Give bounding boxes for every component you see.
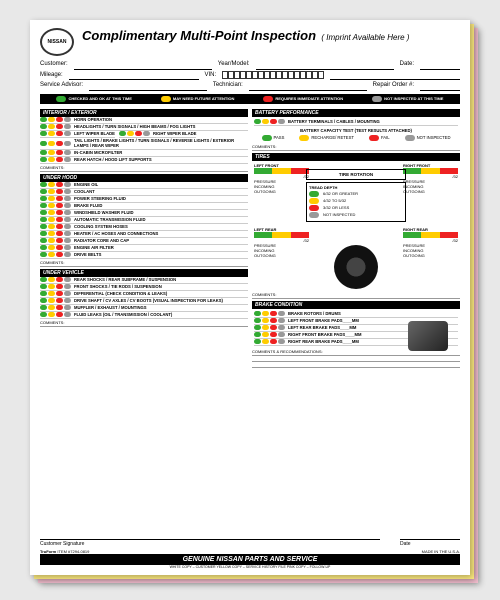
- legend-grey: NOT INSPECTED AT THIS TIME: [384, 96, 443, 101]
- inspection-item[interactable]: REAR SHOCKS / REAR SUBFRAME / SUSPENSION: [40, 277, 248, 284]
- interior-comments[interactable]: COMMENTS:: [40, 164, 248, 172]
- legend-green: CHECKED AND OK AT THIS TIME: [68, 96, 131, 101]
- inspection-item[interactable]: ENGINE AIR FILTER: [40, 245, 248, 252]
- batt-fail[interactable]: FAIL: [381, 135, 390, 140]
- right-column: BATTERY PERFORMANCE BATTERY TERMINALS / …: [252, 107, 460, 368]
- tire-center: TIRE ROTATION TREAD DEPTH 6/32 OR GREATE…: [306, 169, 406, 222]
- inspection-item[interactable]: COOLANT: [40, 189, 248, 196]
- mileage-input[interactable]: [69, 71, 199, 81]
- inspection-item[interactable]: HEATER / AC HOSES AND CONNECTIONS: [40, 231, 248, 238]
- truform-logo: TruForm: [40, 549, 56, 554]
- inspection-item[interactable]: RADIATOR CORE AND CAP: [40, 238, 248, 245]
- underhood-header: UNDER HOOD: [40, 174, 248, 182]
- undervehicle-header: UNDER VEHICLE: [40, 269, 248, 277]
- yearmodel-input[interactable]: [256, 60, 394, 70]
- form-title: Complimentary Multi-Point Inspection: [82, 28, 316, 43]
- brake-header: BRAKE CONDITION: [252, 301, 460, 309]
- ro-input[interactable]: [420, 81, 460, 91]
- inspection-item[interactable]: HORN OPERATION: [40, 117, 248, 124]
- nissan-logo: NISSAN: [40, 28, 74, 56]
- vin-boxes[interactable]: [222, 71, 324, 81]
- signature-line[interactable]: Customer Signature: [40, 539, 380, 547]
- tread-depth-box: TREAD DEPTH 6/32 OR GREATER 4/32 TO 5/32…: [306, 182, 406, 222]
- customer-label: Customer:: [40, 60, 68, 70]
- customer-input[interactable]: [74, 60, 212, 70]
- brake-section: BRAKE ROTORS / DRUMS LEFT FRONT BRAKE PA…: [252, 309, 460, 348]
- tech-label: Technician:: [213, 81, 243, 91]
- inspection-item[interactable]: TAIL LIGHTS / BRAKE LIGHTS / TURN SIGNAL…: [40, 138, 248, 150]
- yearmodel-label: Year/Model:: [218, 60, 250, 70]
- date-label: Date:: [400, 60, 414, 70]
- mileage-label: Mileage:: [40, 71, 63, 81]
- battery-test-label: BATTERY CAPACITY TEST (TEST RESULTS ATTA…: [254, 128, 458, 133]
- inspection-item[interactable]: ENGINE OIL: [40, 182, 248, 189]
- sig-date-line[interactable]: Date: [400, 539, 460, 547]
- tech-input[interactable]: [249, 81, 367, 91]
- batt-ni[interactable]: NOT INSPECTED: [417, 135, 451, 140]
- red-dot-icon: [263, 96, 273, 102]
- inspection-item[interactable]: LEFT WIPER BLADE: [40, 131, 115, 138]
- tires-section: LEFT FRONT/32PRESSUREINCOMINGOUTGOING RI…: [252, 161, 460, 291]
- tire-right-front[interactable]: RIGHT FRONT/32PRESSUREINCOMINGOUTGOING: [403, 163, 458, 194]
- inspection-item[interactable]: BRAKE FLUID: [40, 203, 248, 210]
- vin-label: VIN:: [205, 71, 217, 81]
- tires-comments[interactable]: COMMENTS:: [252, 291, 460, 299]
- inspection-item[interactable]: HEADLIGHTS / TURN SIGNALS / HIGH BEAMS /…: [40, 124, 248, 131]
- underhood-comments[interactable]: COMMENTS:: [40, 259, 248, 267]
- inspection-item[interactable]: DIFFERENTIAL (CHECK CONDITION & LEAKS): [40, 291, 248, 298]
- main-columns: INTERIOR / EXTERIOR HORN OPERATIONHEADLI…: [40, 107, 460, 368]
- inspection-item[interactable]: IN-CABIN MICROFILTER: [40, 150, 248, 157]
- footer: Customer Signature Date TruForm ITEM #729…: [40, 539, 460, 569]
- header: NISSAN Complimentary Multi-Point Inspect…: [40, 28, 460, 56]
- brake-rotors[interactable]: BRAKE ROTORS / DRUMS: [288, 311, 341, 316]
- inspection-item[interactable]: DRIVE BELTS: [40, 252, 248, 259]
- status-legend: CHECKED AND OK AT THIS TIME MAY NEED FUT…: [40, 94, 460, 104]
- genuine-banner: GENUINE NISSAN PARTS AND SERVICE: [40, 554, 460, 565]
- inspection-item[interactable]: WINDSHIELD WASHER FLUID: [40, 210, 248, 217]
- advisor-input[interactable]: [89, 81, 207, 91]
- copies-legend: WHITE COPY – CUSTOMER YELLOW COPY – SERV…: [40, 565, 460, 569]
- made-in-usa: MADE IN THE U.S.A.: [422, 549, 460, 554]
- batt-pass[interactable]: PASS: [274, 135, 285, 140]
- date-input[interactable]: [420, 60, 460, 70]
- inspection-item[interactable]: REAR HATCH / HOOD LIFT SUPPORTS: [40, 157, 248, 164]
- inspection-item[interactable]: DRIVE SHAFT / CV AXLES / CV BOOTS (VISUA…: [40, 298, 248, 305]
- green-dot-icon: [56, 96, 66, 102]
- battery-section: BATTERY TERMINALS / CABLES / MOUNTING BA…: [252, 117, 460, 143]
- interior-header: INTERIOR / EXTERIOR: [40, 109, 248, 117]
- white-copy: NISSAN Complimentary Multi-Point Inspect…: [30, 20, 470, 575]
- tire-right-rear[interactable]: RIGHT REAR/32PRESSUREINCOMINGOUTGOING: [403, 227, 458, 258]
- item-number: ITEM #7294-0819: [57, 549, 89, 554]
- tire-icon: [334, 245, 378, 289]
- legend-yellow: MAY NEED FUTURE ATTENTION: [173, 96, 235, 101]
- tire-left-rear[interactable]: LEFT REAR/32PRESSUREINCOMINGOUTGOING: [254, 227, 309, 258]
- inspection-item[interactable]: FLUID LEAKS (OIL / TRANSMISSION / COOLAN…: [40, 312, 248, 319]
- advisor-label: Service Advisor:: [40, 81, 83, 91]
- left-column: INTERIOR / EXTERIOR HORN OPERATIONHEADLI…: [40, 107, 248, 368]
- inspection-item[interactable]: MUFFLER / EXHAUST / MOUNTINGS: [40, 305, 248, 312]
- undervehicle-comments[interactable]: COMMENTS:: [40, 319, 248, 327]
- inspection-item[interactable]: FRONT SHOCKS / TIE RODS / SUSPENSION: [40, 284, 248, 291]
- imprint-note: ( Imprint Available Here ): [321, 33, 409, 42]
- customer-fields: Customer: Year/Model: Date: Mileage: VIN: S…: [40, 60, 460, 91]
- inspection-item[interactable]: AUTOMATIC TRANSMISSION FLUID: [40, 217, 248, 224]
- inspection-item[interactable]: COOLING SYSTEM HOSES: [40, 224, 248, 231]
- battery-comments[interactable]: COMMENTS:: [252, 143, 460, 151]
- brake-pad-icon: [408, 321, 448, 351]
- tires-header: TIRES: [252, 153, 460, 161]
- legend-red: REQUIRES IMMEDIATE ATTENTION: [275, 96, 343, 101]
- ro-label: Repair Order #:: [373, 81, 414, 91]
- inspection-item[interactable]: POWER STEERING FLUID: [40, 196, 248, 203]
- battery-header: BATTERY PERFORMANCE: [252, 109, 460, 117]
- batt-recharge[interactable]: RECHARGE/ RETEST: [311, 135, 354, 140]
- inspection-item[interactable]: RIGHT WIPER BLADE: [119, 131, 197, 138]
- battery-item[interactable]: BATTERY TERMINALS / CABLES / MOUNTING: [288, 119, 380, 124]
- tire-rotation-box[interactable]: TIRE ROTATION: [306, 169, 406, 180]
- yellow-dot-icon: [161, 96, 171, 102]
- tire-left-front[interactable]: LEFT FRONT/32PRESSUREINCOMINGOUTGOING: [254, 163, 309, 194]
- grey-dot-icon: [372, 96, 382, 102]
